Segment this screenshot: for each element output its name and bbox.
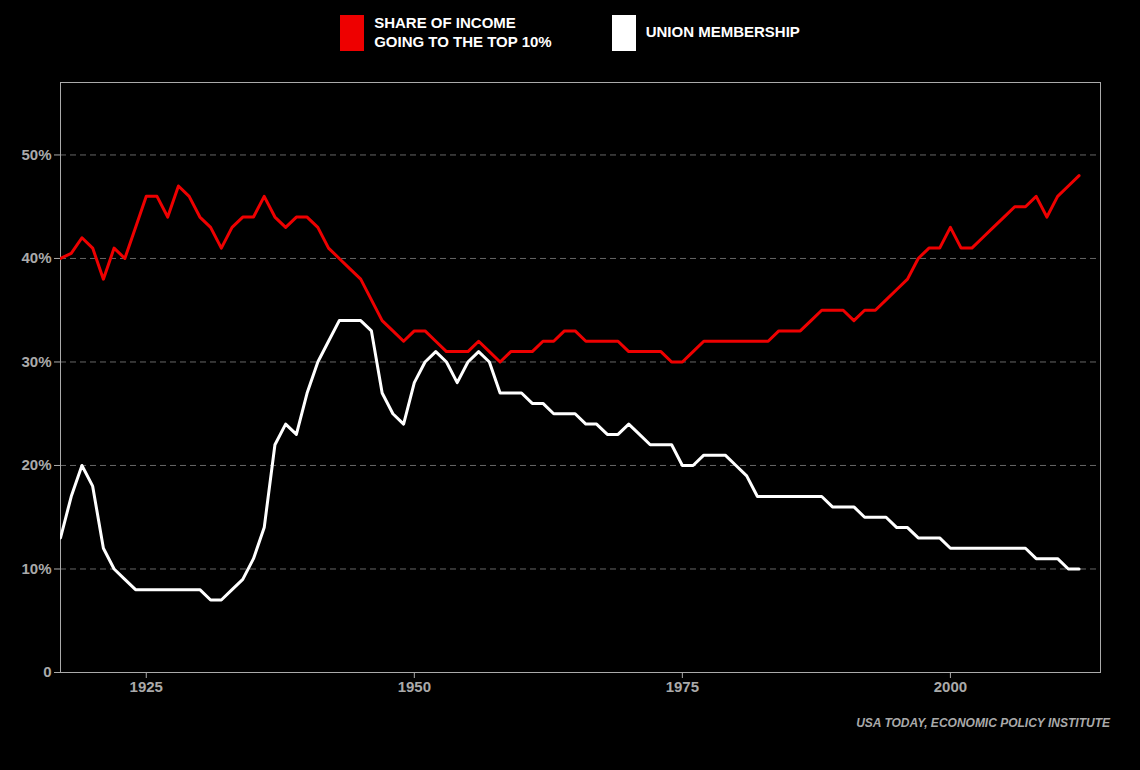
svg-text:1950: 1950: [398, 678, 431, 695]
svg-text:40%: 40%: [21, 249, 51, 266]
svg-text:1925: 1925: [130, 678, 163, 695]
svg-text:1975: 1975: [666, 678, 699, 695]
svg-text:20%: 20%: [21, 456, 51, 473]
svg-text:0: 0: [43, 663, 51, 680]
html-text:USA TODAY, ECONOMIC POLICY INS: USA TODAY, ECONOMIC POLICY INSTITUTE: [856, 715, 1110, 730]
html-text:SHARE OF INCOME GOING TO THE T: SHARE OF INCOME GOING TO THE TOP 10%: [374, 14, 552, 50]
svg-text:2000: 2000: [934, 678, 967, 695]
svg-text:10%: 10%: [21, 559, 51, 576]
html-text:UNION MEMBERSHIP: UNION MEMBERSHIP: [645, 23, 800, 41]
svg-text:50%: 50%: [21, 145, 51, 162]
svg-text:30%: 30%: [21, 352, 51, 369]
